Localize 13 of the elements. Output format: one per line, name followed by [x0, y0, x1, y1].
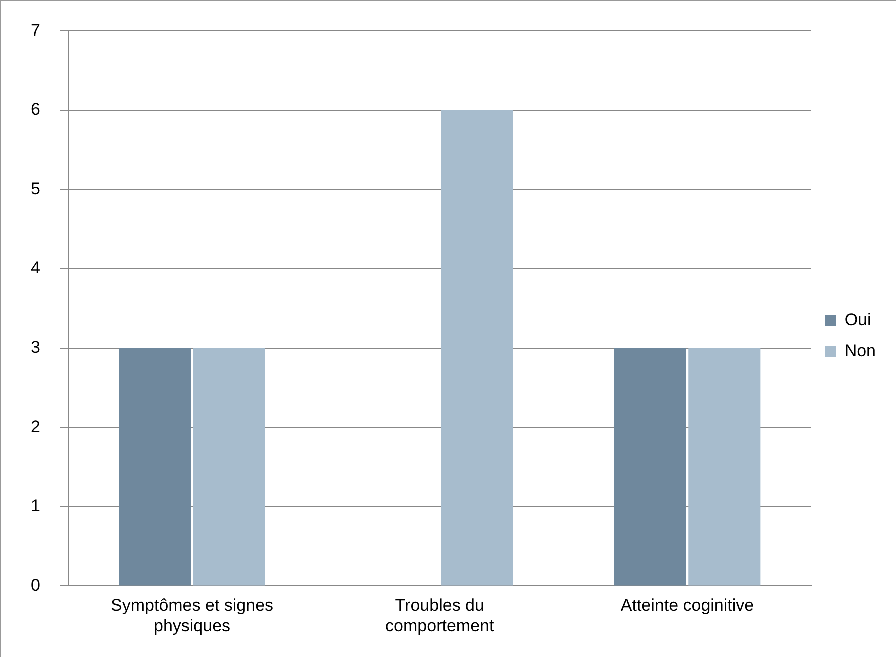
y-tick-label: 5	[30, 179, 40, 198]
legend-label: Oui	[844, 310, 872, 330]
x-tick-label: Troubles du comportement	[386, 596, 494, 636]
y-tick-label: 4	[30, 258, 40, 278]
y-tick-label: 6	[30, 100, 40, 120]
y-tick-label: 2	[30, 417, 40, 436]
y-tick-label: 0	[30, 576, 40, 595]
x-tick-label: Atteinte coginitive	[620, 596, 754, 616]
legend-label: Non	[844, 342, 876, 361]
y-tick-label: 7	[30, 20, 40, 40]
y-tick-label: 3	[30, 338, 40, 358]
x-tick-label: Symptômes et signes physiques	[111, 596, 274, 636]
y-tick-label: 1	[30, 496, 40, 516]
